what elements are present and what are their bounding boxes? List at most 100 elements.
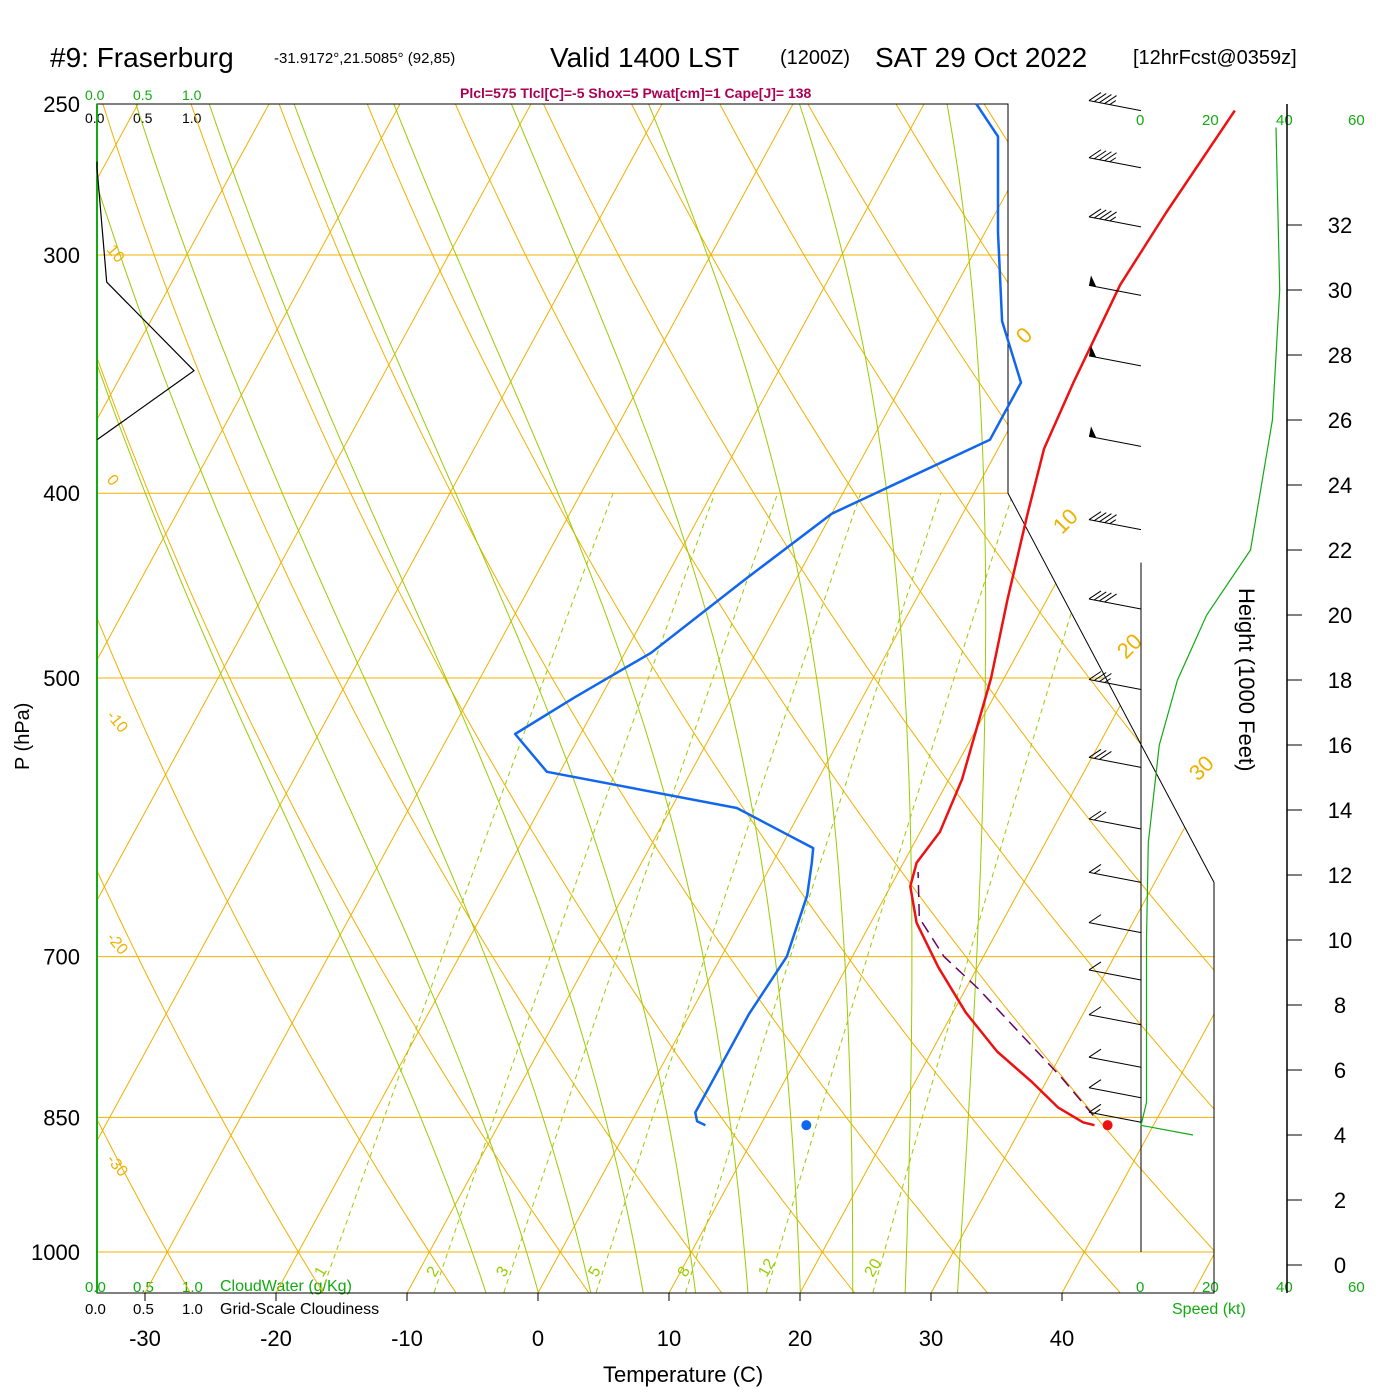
x-tick-label: 10 — [657, 1326, 681, 1351]
cloud-scale-top-black-2: 1.0 — [182, 110, 202, 126]
dewpoint-line — [513, 103, 1023, 1127]
wind-barb-feather — [1093, 749, 1107, 759]
wind-barb-feather — [1088, 748, 1102, 758]
isotherm-40 — [1061, 104, 1214, 1293]
wind-barb-feather — [1099, 592, 1112, 602]
height-tick-label: 8 — [1334, 993, 1346, 1018]
height-tick-label: 20 — [1328, 603, 1352, 628]
height-tick-label: 10 — [1328, 928, 1352, 953]
dry-adiabat-60 — [543, 104, 1214, 1293]
wind-barb-staff — [1088, 756, 1142, 768]
wind-barbs — [1088, 92, 1281, 1136]
plot-frame — [96, 103, 1288, 1294]
wind-barb-staff — [1088, 284, 1142, 296]
isotherm--40 — [97, 104, 663, 1293]
y-axis-title: P (hPa) — [12, 703, 34, 770]
wind-speed-axis-label: Speed (kt) — [1172, 1301, 1246, 1318]
cloudiness-label: Grid-Scale Cloudiness — [220, 1301, 379, 1318]
pressure-tick-label: 250 — [43, 92, 80, 117]
mixing-ratio-label: 12 — [755, 1256, 779, 1280]
wind-barb-feather — [1088, 590, 1102, 600]
height-axis-title: Height (1000 Feet) — [1234, 588, 1259, 771]
wind-barb-feather — [1088, 810, 1102, 820]
isotherm-label: 0 — [103, 472, 122, 490]
mixing-ratio-label: 3 — [493, 1264, 512, 1280]
wind-barb-feather — [1093, 672, 1107, 681]
height-tick-label: 6 — [1334, 1058, 1346, 1083]
cloud-scale-bottom-black-2: 1.0 — [182, 1301, 203, 1318]
wind-barb-feather — [1093, 93, 1107, 103]
pressure-tick-label: 500 — [43, 666, 80, 691]
cloud-scale-bottom-green-1: 0.5 — [133, 1279, 154, 1296]
wind-barb-staff — [1088, 1056, 1142, 1068]
wind-barb — [1088, 864, 1142, 883]
wind-barb-feather — [1093, 512, 1107, 522]
wind-barb-staff — [1088, 157, 1142, 169]
wind-barb-feather — [1099, 750, 1112, 760]
temperature-line — [909, 109, 1236, 1127]
dry-adiabat--10 — [97, 104, 457, 1293]
plot-boundary — [96, 103, 1215, 1294]
isotherm--70 — [97, 104, 270, 1293]
wind-barb-feather — [1104, 152, 1117, 162]
wind-barb — [1088, 1103, 1142, 1123]
mixing-ratio-12 — [765, 493, 1014, 1293]
height-tick-label: 26 — [1328, 408, 1352, 433]
dry-adiabat-90 — [807, 104, 1214, 1293]
wind-barb-staff — [1088, 818, 1142, 830]
wind-barb-feather — [1104, 514, 1117, 524]
wind-barb-feather — [1088, 511, 1102, 521]
wind-barb-feather — [1088, 1103, 1102, 1113]
wind-barb-staff — [1088, 519, 1142, 531]
wind-scale-bottom-60: 60 — [1348, 1279, 1365, 1296]
wind-barb — [1088, 275, 1142, 296]
wind-barb-staff — [1088, 1087, 1142, 1099]
wind-barb-feather — [1088, 208, 1102, 218]
height-tick-label: 32 — [1328, 213, 1352, 238]
pressure-tick-label: 700 — [43, 945, 80, 970]
parcel-line — [917, 871, 1094, 1116]
isotherm-50 — [1192, 104, 1214, 1293]
wind-barb-feather — [1099, 673, 1112, 682]
wind-barb-half-feather — [1109, 519, 1117, 525]
wind-barb — [1088, 92, 1142, 112]
x-ticks: -30 -20 -10 0 10 20 30 40 — [129, 1293, 1074, 1351]
wind-scale-top-40: 40 — [1276, 112, 1293, 129]
moist-adiabat-0 — [97, 104, 539, 1293]
wind-barb — [1088, 1006, 1142, 1026]
x-tick-label: 20 — [788, 1326, 812, 1351]
wind-barb — [1088, 590, 1142, 610]
dry-adiabat-label: 20 — [1112, 629, 1147, 664]
wind-barb — [1088, 671, 1142, 691]
wind-barb-staff — [1088, 1014, 1142, 1026]
moist-adiabat-20 — [510, 104, 801, 1293]
isotherm--60 — [97, 104, 401, 1293]
isotherm--90 — [0, 104, 7, 1293]
cloud-scale-bottom-green-0: 0.0 — [85, 1279, 106, 1296]
station-title: #9: Fraserburg — [50, 42, 234, 73]
moist-adiabat-28 — [799, 104, 913, 1293]
x-tick-label: -20 — [260, 1326, 292, 1351]
zulu-time: (1200Z) — [780, 47, 850, 69]
wind-barb-feather — [1088, 1048, 1102, 1058]
x-tick-label: 40 — [1050, 1326, 1074, 1351]
isotherm--10 — [406, 104, 1056, 1293]
wind-barb-half-feather — [1109, 100, 1117, 106]
height-tick-label: 12 — [1328, 863, 1352, 888]
isotherm--50 — [97, 104, 532, 1293]
isotherm-10 — [668, 104, 1214, 1293]
isotherm-label: -10 — [103, 708, 131, 737]
moist-adiabat-4 — [135, 104, 592, 1293]
isotherm--30 — [144, 104, 794, 1293]
isotherm--20 — [275, 104, 925, 1293]
wind-barb-feather — [1099, 94, 1112, 104]
moist-adiabat-12 — [293, 104, 696, 1293]
mixing-ratio-label: 2 — [424, 1264, 443, 1280]
height-tick-label: 18 — [1328, 668, 1352, 693]
x-axis-title: Temperature (C) — [603, 1362, 763, 1387]
mixing-ratio-label: 20 — [862, 1256, 886, 1280]
surface-dewpoint-point — [801, 1120, 812, 1131]
wind-barb-half-feather — [1109, 157, 1117, 163]
